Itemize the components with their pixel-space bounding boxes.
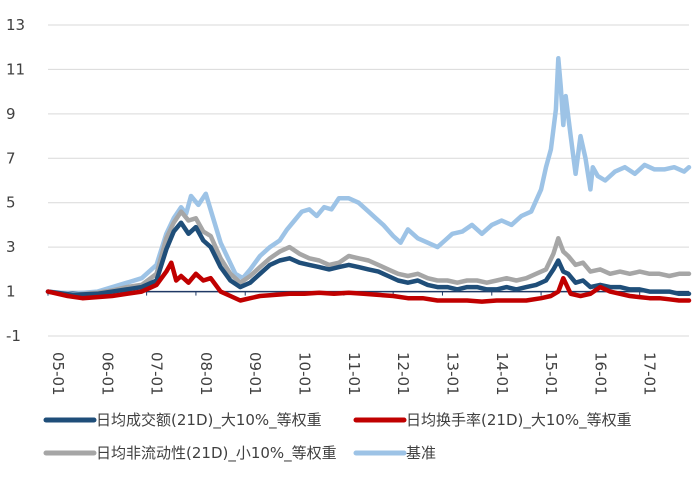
y-tick-label: 13 <box>6 16 25 34</box>
series-line-1 <box>45 209 692 298</box>
series-lines <box>45 56 692 304</box>
x-tick-label: 17-01 <box>641 352 659 396</box>
x-tick-label: 10-01 <box>296 352 314 396</box>
y-tick-label: 3 <box>6 238 16 256</box>
y-tick-label: -1 <box>6 327 21 345</box>
x-tick-label: 05-01 <box>49 352 67 396</box>
x-tick-label: 08-01 <box>197 352 215 396</box>
legend-label: 基准 <box>406 444 436 462</box>
x-tick-label: 11-01 <box>345 352 363 396</box>
x-tick-label: 07-01 <box>148 352 166 396</box>
legend: 日均成交额(21D)_大10%_等权重 日均换手率(21D)_大10%_等权重日均… <box>43 411 632 463</box>
y-tick-label: 9 <box>6 105 16 123</box>
x-tick-label: 15-01 <box>542 352 560 396</box>
x-tick-label: 06-01 <box>98 352 116 396</box>
legend-label: 日均换手率(21D)_大10%_等权重 <box>406 411 632 430</box>
x-tick-label: 09-01 <box>246 352 264 396</box>
series-line-0 <box>45 56 692 297</box>
x-tick-label: 12-01 <box>394 352 412 396</box>
series-line-3 <box>45 260 692 304</box>
legend-label: 日均非流动性(21D)_小10%_等权重 <box>96 444 337 463</box>
y-tick-label: 5 <box>6 194 16 212</box>
x-tick-label: 13-01 <box>443 352 461 396</box>
y-tick-label: 11 <box>6 60 25 78</box>
series-line-2 <box>45 220 692 298</box>
legend-label: 日均成交额(21D)_大10%_等权重 <box>96 411 322 430</box>
y-tick-label: 7 <box>6 149 16 167</box>
x-tick-label: 14-01 <box>493 352 511 396</box>
x-tick-label: 16-01 <box>591 352 609 396</box>
y-tick-label: 1 <box>6 283 16 301</box>
